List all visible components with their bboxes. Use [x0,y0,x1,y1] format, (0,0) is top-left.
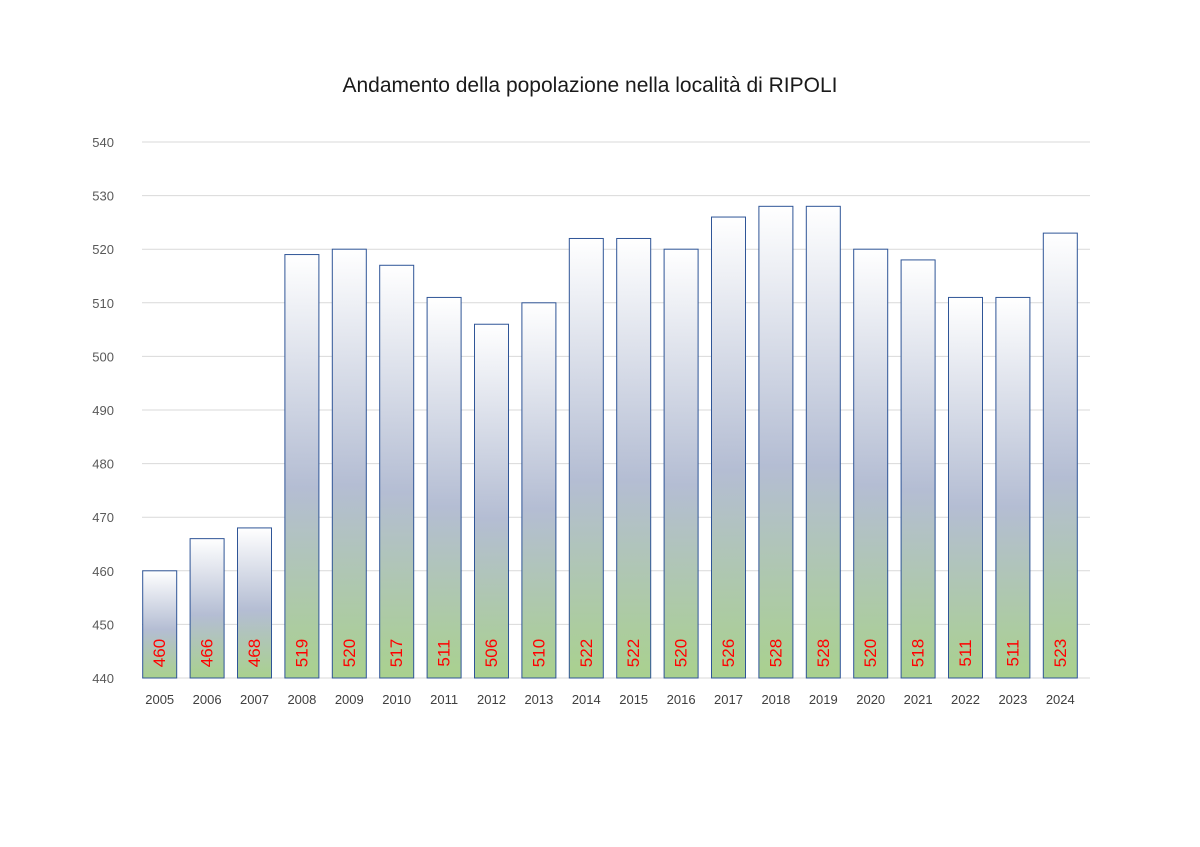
x-tick-label: 2011 [430,692,458,707]
y-tick-label: 450 [92,617,114,632]
bar [758,205,794,679]
data-label: 520 [672,639,691,667]
gridlines [142,141,1090,679]
bar [142,570,178,679]
bar [616,237,652,679]
bar [1042,232,1078,679]
y-tick-label: 520 [92,242,114,257]
bar [331,248,367,679]
y-tick-label: 440 [92,671,114,686]
data-label: 522 [577,639,596,667]
bar [521,302,557,679]
bar [379,264,415,679]
data-label: 511 [1003,639,1022,666]
data-label: 526 [719,639,738,667]
data-label: 466 [198,639,217,667]
bar [948,296,983,679]
y-tick-label: 540 [92,135,114,150]
bar [995,296,1031,679]
x-tick-label: 2014 [572,692,601,707]
bar [474,323,509,679]
x-tick-label: 2010 [382,692,411,707]
x-tick-label: 2015 [619,692,648,707]
bar [711,216,746,679]
y-tick-label: 510 [92,296,114,311]
data-label: 522 [624,639,643,667]
bar [900,259,936,679]
x-tick-label: 2022 [951,692,980,707]
x-tick-label: 2009 [335,692,364,707]
x-tick-label: 2008 [287,692,316,707]
x-tick-label: 2006 [193,692,222,707]
x-tick-label: 2020 [856,692,885,707]
x-tick-label: 2021 [904,692,933,707]
bar [426,296,462,679]
data-label: 460 [150,639,169,667]
data-label: 518 [909,639,928,667]
y-tick-label: 490 [92,403,114,418]
y-tick-label: 470 [92,510,114,525]
data-label: 528 [766,639,785,667]
y-axis-tick-labels: 440 450 460 470 480 490 500 510 520 530 540 [92,135,114,686]
x-tick-label: 2007 [240,692,269,707]
y-tick-label: 480 [92,457,114,472]
x-tick-label: 2012 [477,692,506,707]
y-tick-label: 460 [92,564,114,579]
data-label: 517 [387,639,406,667]
data-label: 511 [435,639,454,666]
data-label: 510 [529,639,548,667]
data-label: 511 [956,639,975,666]
data-labels: 460 466 468 519 520 517 511 506 510 522 522 520 526 5… [150,639,1070,667]
x-tick-label: 2017 [714,692,743,707]
x-tick-label: 2019 [809,692,838,707]
bar [663,248,699,679]
x-tick-label: 2024 [1046,692,1075,707]
y-tick-label: 530 [92,189,114,204]
x-tick-label: 2023 [998,692,1027,707]
bar [568,237,604,679]
data-label: 468 [245,639,264,667]
data-label: 523 [1051,639,1070,667]
chart-title: Andamento della popolazione nella locali… [342,74,838,97]
data-label: 520 [340,639,359,667]
bars [142,205,1078,679]
x-tick-label: 2013 [524,692,553,707]
bar [805,205,841,679]
data-label: 520 [861,639,880,667]
bar [237,527,272,679]
data-label: 528 [814,639,833,667]
y-tick-label: 500 [92,349,114,364]
bar [853,248,889,679]
bar [284,254,320,679]
data-label: 506 [482,639,501,667]
x-tick-label: 2005 [145,692,174,707]
bar [189,538,225,679]
x-tick-label: 2016 [667,692,696,707]
x-axis-tick-labels: 2005 2006 2007 2008 2009 2010 2011 2012 2013 2014… [145,692,1075,707]
x-tick-label: 2018 [761,692,790,707]
data-label: 519 [292,639,311,667]
